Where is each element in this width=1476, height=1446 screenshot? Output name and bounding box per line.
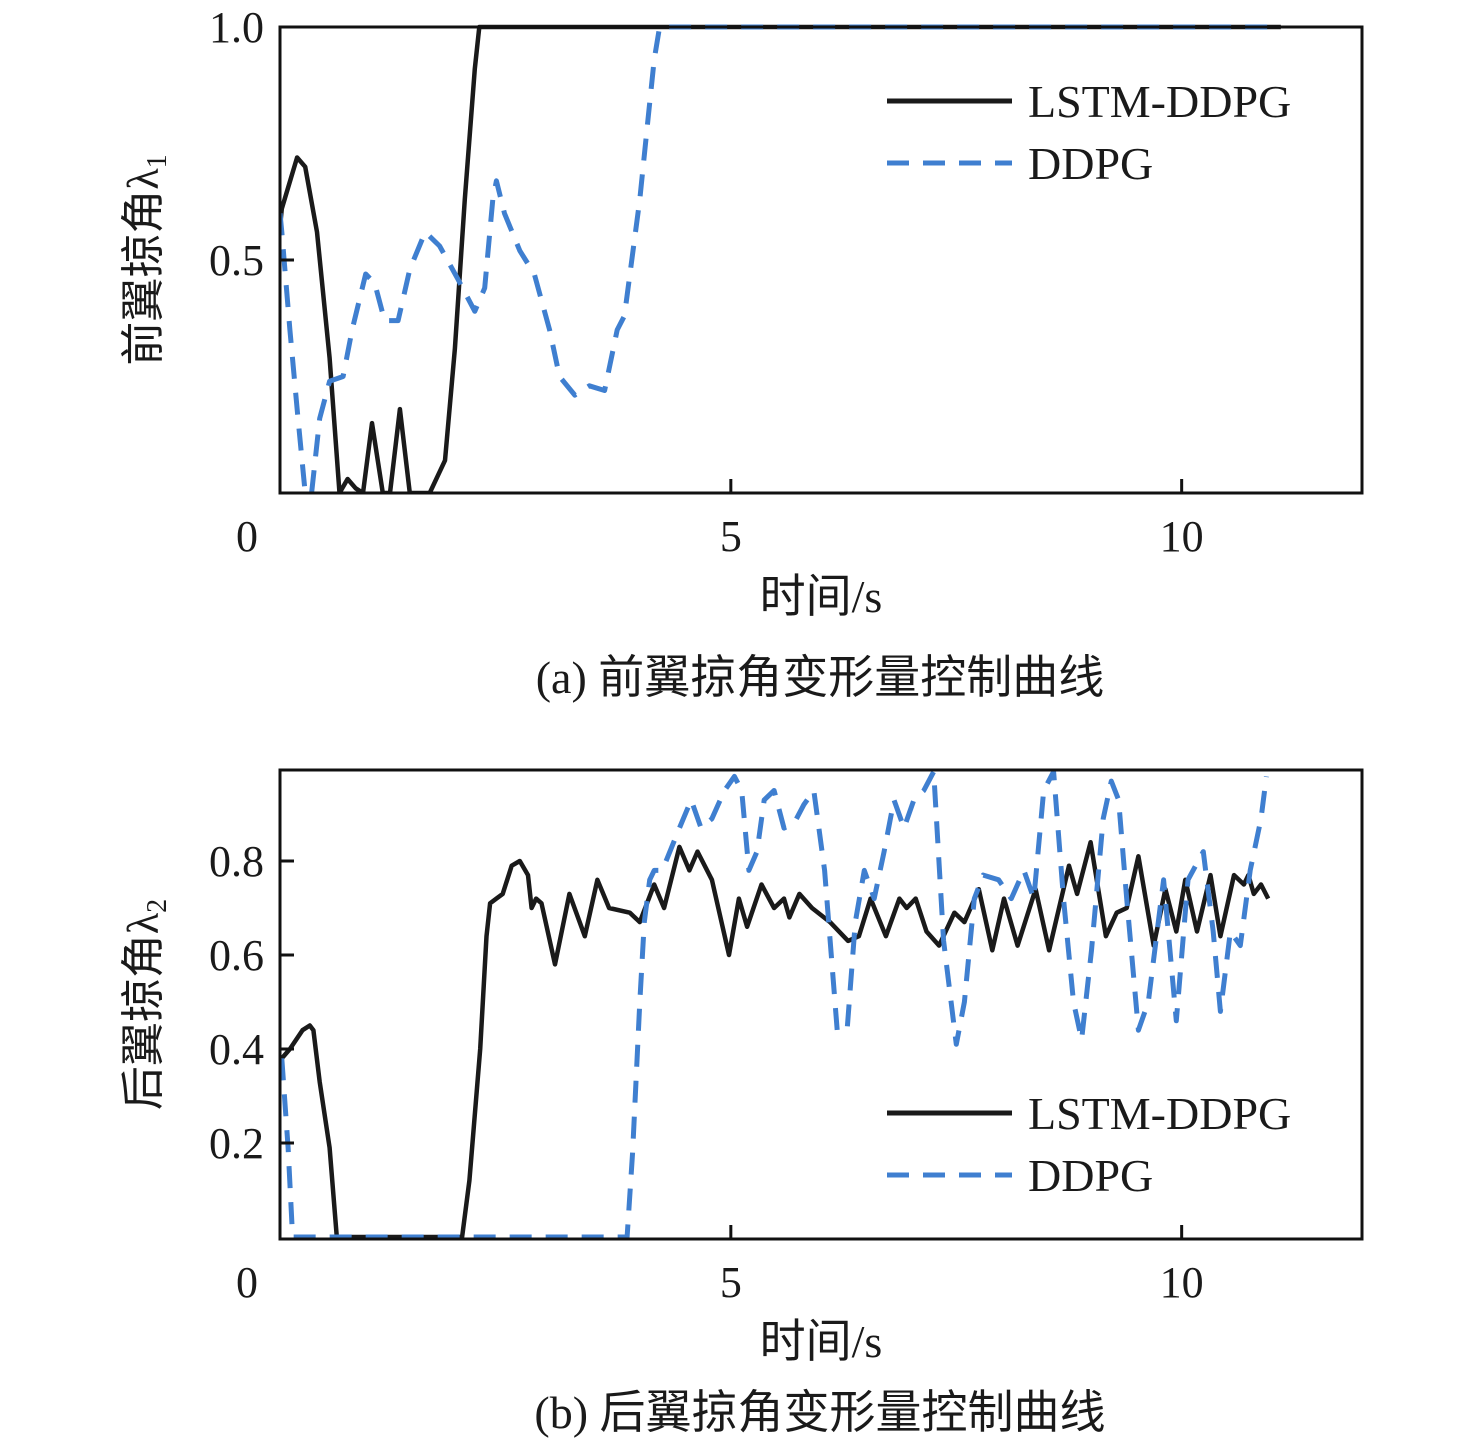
legend-label: DDPG (1028, 138, 1153, 189)
y-axis-label-main: 前翼掠角λ (119, 168, 168, 366)
y-axis-label: 前翼掠角λ1 (119, 154, 173, 365)
x-tick-label: 0 (236, 512, 258, 561)
y-axis-label-subscript: 1 (142, 154, 173, 168)
legend-label: LSTM-DDPG (1028, 76, 1291, 127)
x-axis-label: 时间/s (760, 571, 883, 622)
panel-a: 0 5 10 0.5 1.0 时间/s 前翼掠角λ1 LSTM-DDPG DDPG (a) 前翼掠… (119, 3, 1364, 703)
y-tick-label: 0.6 (209, 931, 264, 980)
y-tick-label: 0.4 (209, 1025, 264, 1074)
y-axis-label: 后翼掠角λ2 (119, 899, 173, 1110)
x-tick-label: 5 (720, 512, 742, 561)
x-axis-label: 时间/s (760, 1316, 883, 1367)
x-tick-label: 10 (1160, 1258, 1204, 1307)
x-tick-label: 10 (1160, 512, 1204, 561)
y-tick-label: 1.0 (209, 3, 264, 52)
legend-label: DDPG (1028, 1150, 1153, 1201)
y-axis-label-main: 后翼掠角λ (119, 912, 168, 1110)
figure-caption: (a) 前翼掠角变形量控制曲线 (536, 652, 1105, 703)
panel-b: 0 5 10 0.2 0.4 0.6 0.8 时间/s 后翼掠角λ2 LSTM-DDPG DDPG (… (119, 768, 1364, 1438)
lstm-ddpg-series-line (280, 839, 1271, 1239)
ddpg-series-line (280, 24, 1281, 493)
lstm-ddpg-series-line (280, 24, 1281, 493)
x-tick-label: 5 (720, 1258, 742, 1307)
ddpg-series-line (280, 769, 1269, 1239)
y-tick-label: 0.5 (209, 236, 264, 285)
x-tick-label: 0 (236, 1258, 258, 1307)
plot-frame (278, 768, 1364, 1241)
y-tick-label: 0.2 (209, 1119, 264, 1168)
y-axis-label-subscript: 2 (142, 899, 173, 913)
figure-caption: (b) 后翼掠角变形量控制曲线 (534, 1387, 1105, 1438)
legend-label: LSTM-DDPG (1028, 1088, 1291, 1139)
y-tick-label: 0.8 (209, 837, 264, 886)
